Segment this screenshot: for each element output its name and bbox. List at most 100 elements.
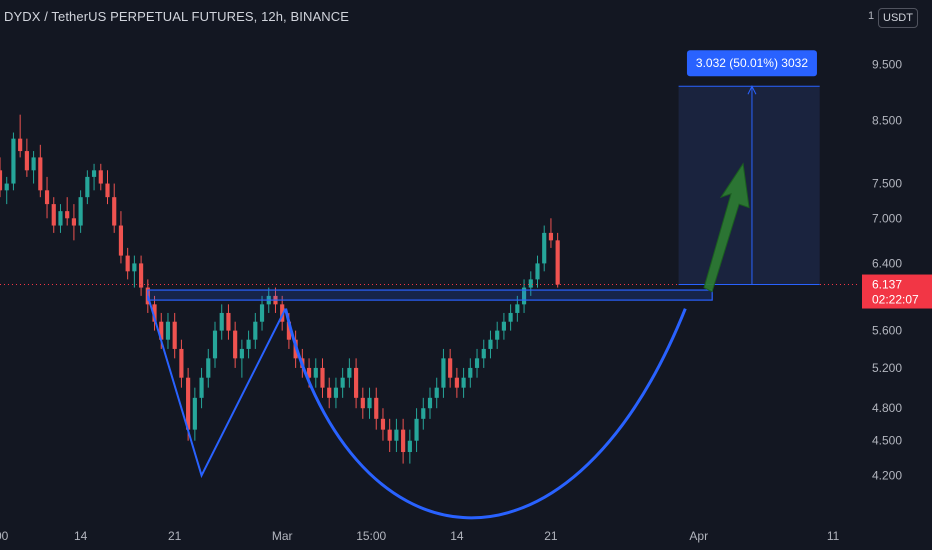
candle-body xyxy=(320,367,325,388)
candle-body xyxy=(387,429,392,441)
x-tick-label: 14 xyxy=(450,529,464,543)
candle-body xyxy=(206,358,211,378)
candle-body xyxy=(508,312,513,322)
neckline-zone xyxy=(147,289,713,301)
candle-body xyxy=(239,348,244,359)
measure-arrowhead xyxy=(747,85,757,95)
candle-body xyxy=(98,170,103,184)
candle-body xyxy=(548,232,554,241)
chart-title: DYDX / TetherUS PERPETUAL FUTURES, 12h, … xyxy=(4,9,349,24)
candle-body xyxy=(199,377,204,398)
candle-body xyxy=(105,183,110,198)
candle-body xyxy=(112,197,117,226)
candle-body xyxy=(327,387,332,398)
measure-label: 3.032 (50.01%) 3032 xyxy=(696,56,808,70)
candle-body xyxy=(360,397,365,409)
candle-body xyxy=(132,263,137,272)
candle-body xyxy=(78,197,83,226)
x-tick-label: :00 xyxy=(0,529,9,543)
candle-body xyxy=(488,339,493,349)
y-tick-label: 5.600 xyxy=(872,324,902,338)
candle-body xyxy=(448,358,453,378)
x-tick-label: 21 xyxy=(544,529,558,543)
candle-body xyxy=(259,304,265,322)
candle-body xyxy=(192,397,197,430)
v-pattern-line xyxy=(146,295,287,479)
price-tag-box xyxy=(862,274,932,309)
y-tick-label: 7.000 xyxy=(872,211,902,225)
candle-body xyxy=(172,321,177,349)
candle-body xyxy=(253,321,258,340)
forecast-arrow xyxy=(703,162,750,293)
candle-body xyxy=(474,358,480,368)
y-tick-label: 6.400 xyxy=(872,256,902,270)
candle-body xyxy=(401,429,406,453)
candle-body xyxy=(51,204,56,226)
candle-body xyxy=(347,367,352,378)
currency-unit-button[interactable]: USDT xyxy=(878,8,918,28)
candle-body xyxy=(212,330,218,359)
candle-body xyxy=(427,397,433,409)
candle-body xyxy=(495,330,500,340)
y-tick-label: 5.200 xyxy=(872,361,902,375)
candle-body xyxy=(481,348,486,359)
candle-body xyxy=(333,387,339,398)
candle-body xyxy=(31,157,36,171)
candle-body xyxy=(246,339,251,349)
candle-body xyxy=(374,397,379,419)
candle-body xyxy=(219,312,224,331)
candle-body xyxy=(226,312,231,331)
candle-body xyxy=(407,440,412,453)
candle-body xyxy=(18,138,23,152)
candle-body xyxy=(421,408,426,419)
candle-body xyxy=(367,397,372,409)
candle-body xyxy=(555,240,560,285)
x-tick-label: 21 xyxy=(168,529,182,543)
candle-body xyxy=(313,367,318,378)
candle-body xyxy=(152,304,157,322)
price-tag-label: 6.137 xyxy=(872,278,902,292)
candle-body xyxy=(58,211,63,226)
y-tick-label: 4.500 xyxy=(872,434,902,448)
countdown-label: 02:22:07 xyxy=(872,293,919,307)
candle-body xyxy=(354,367,359,398)
candle-body xyxy=(280,304,285,322)
cup-curve xyxy=(284,308,687,520)
candle-body xyxy=(515,304,520,313)
candle-body xyxy=(4,183,9,191)
candle-body xyxy=(434,387,439,398)
candle-body xyxy=(85,176,90,198)
candle-body xyxy=(501,321,506,331)
candle-body xyxy=(159,321,164,340)
candle-body xyxy=(65,211,70,219)
x-tick-label: 15:00 xyxy=(356,529,386,543)
candle-body xyxy=(414,418,419,441)
candle-body xyxy=(468,367,473,378)
candle-body xyxy=(0,170,3,191)
x-tick-label: Apr xyxy=(689,529,708,543)
y-tick-label: 8.500 xyxy=(872,114,902,128)
candle-body xyxy=(535,263,540,280)
measure-box xyxy=(678,86,820,285)
x-tick-label: 11 xyxy=(827,529,840,543)
candle-body xyxy=(340,377,345,388)
candle-body xyxy=(139,263,144,288)
y-tick-label: 4.200 xyxy=(872,468,902,482)
x-tick-label: 14 xyxy=(74,529,88,543)
axis-edge-label: 1 xyxy=(868,10,875,22)
candle-body xyxy=(542,232,547,264)
candle-body xyxy=(233,330,238,359)
candle-body xyxy=(380,418,386,430)
candle-body xyxy=(24,151,29,171)
candle-body xyxy=(38,157,43,191)
candle-body xyxy=(125,255,130,272)
x-tick-label: Mar xyxy=(272,529,293,543)
candle-body xyxy=(286,321,291,340)
measure-label-box xyxy=(686,50,817,77)
candle-body xyxy=(454,377,459,388)
candle-body xyxy=(521,287,527,305)
candle-body xyxy=(71,218,76,226)
candle-body xyxy=(179,348,184,378)
